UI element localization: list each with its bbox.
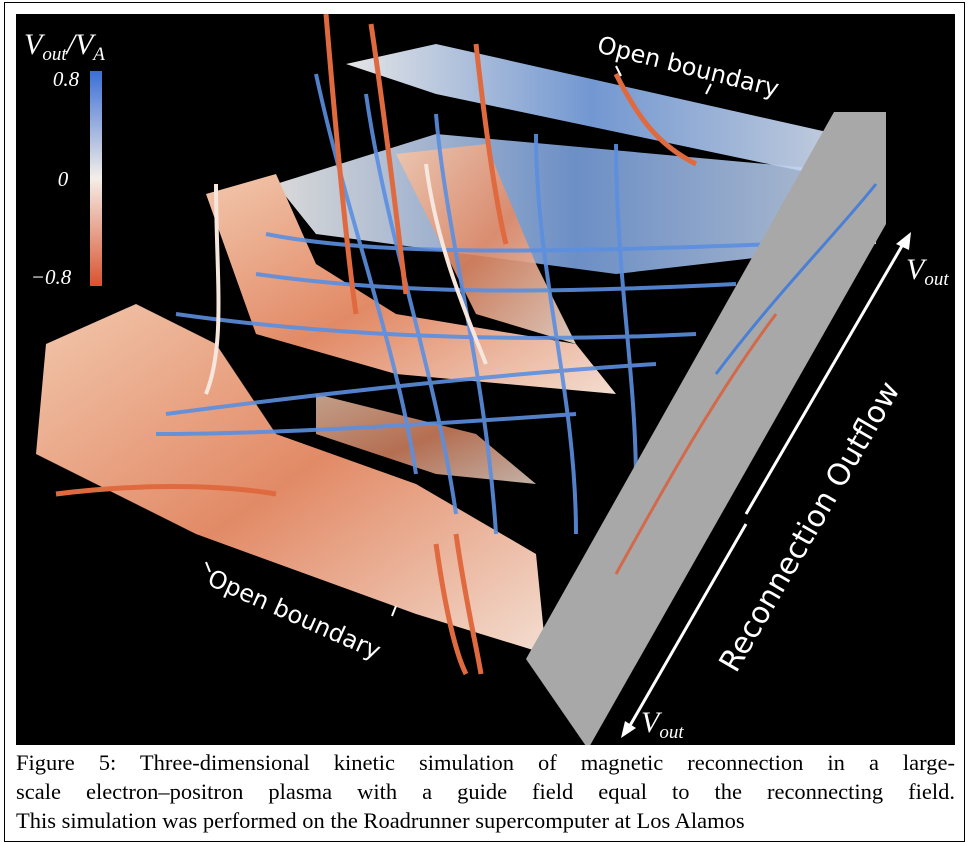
colorbar-tick: −0.8 — [31, 265, 72, 289]
colorbar — [90, 71, 102, 286]
label-part: A — [91, 44, 105, 65]
label-part: out — [924, 269, 949, 290]
caption-line: scale electron–positron plasma with a gu… — [16, 777, 955, 806]
label-part: out — [42, 44, 67, 65]
figure-image: Vout/VA 0.8 0 −0.8 Open boundary Open bo… — [16, 14, 955, 745]
colorbar-tick: 0 — [58, 167, 69, 191]
caption-line: This simulation was performed on the Roa… — [16, 806, 955, 835]
caption-line: Figure 5: Three-dimensional kinetic simu… — [16, 748, 955, 777]
caption: Figure 5: Three-dimensional kinetic simu… — [16, 748, 955, 835]
colorbar-tick: 0.8 — [53, 67, 80, 91]
label-part: out — [659, 722, 684, 743]
page: Vout/VA 0.8 0 −0.8 Open boundary Open bo… — [0, 0, 971, 827]
label-part: /V — [65, 28, 97, 61]
